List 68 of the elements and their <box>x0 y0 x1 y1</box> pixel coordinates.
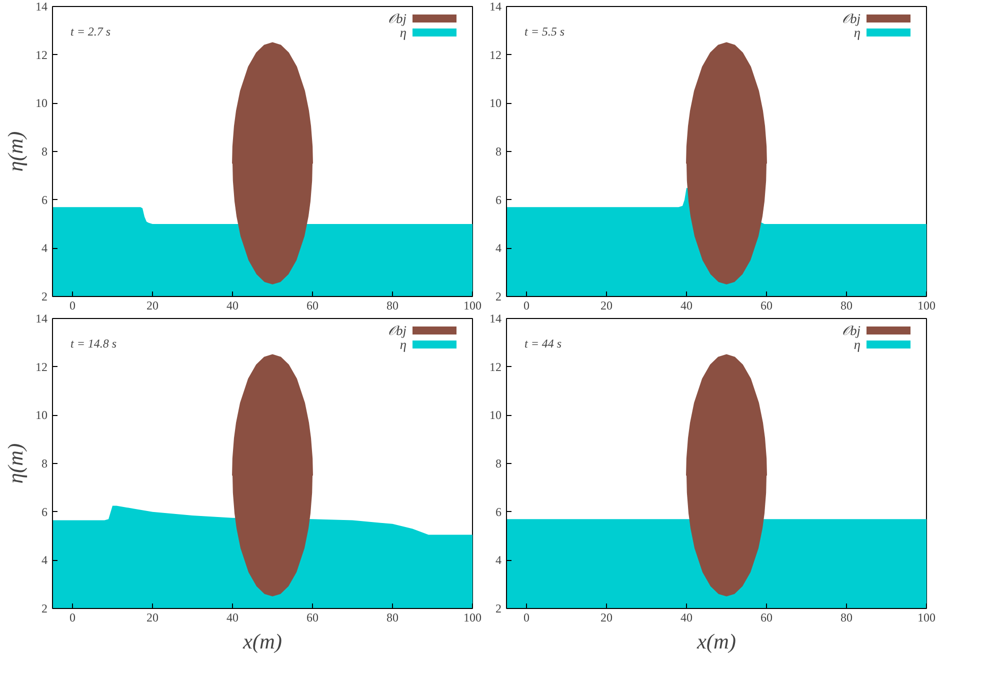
x-axis-title: x(m) <box>696 630 736 654</box>
legend-label: η <box>854 337 861 352</box>
y-tick-label: 4 <box>496 241 502 256</box>
y-tick-label: 8 <box>42 456 48 470</box>
x-tick-label: 60 <box>760 610 772 624</box>
y-tick-label: 2 <box>496 602 502 616</box>
annotation: t = 2.7 s <box>70 24 111 38</box>
x-tick-label: 80 <box>386 610 398 624</box>
legend-label: η <box>400 25 407 40</box>
y-axis-title: η(m) <box>4 443 28 484</box>
legend-label: 𝒪bj <box>842 323 861 338</box>
x-tick-label: 100 <box>918 610 936 624</box>
y-tick-label: 12 <box>490 360 502 374</box>
legend-label: 𝒪bj <box>388 11 407 26</box>
y-tick-label: 14 <box>490 0 502 14</box>
x-tick-label: 60 <box>306 610 318 624</box>
y-tick-label: 4 <box>496 553 502 568</box>
x-tick-label: 80 <box>840 610 852 624</box>
y-tick-label: 10 <box>36 408 48 422</box>
x-tick-label: 60 <box>760 298 772 312</box>
legend-label: η <box>400 337 407 352</box>
x-tick-label: 40 <box>680 610 692 624</box>
x-tick-label: 40 <box>680 298 692 312</box>
x-tick-label: 0 <box>70 610 76 624</box>
x-tick-label: 20 <box>600 298 612 312</box>
y-tick-label: 4 <box>42 553 48 568</box>
x-tick-label: 100 <box>464 610 482 624</box>
y-tick-label: 8 <box>496 144 502 158</box>
x-tick-label: 60 <box>306 298 318 312</box>
y-tick-label: 10 <box>490 96 502 110</box>
y-tick-label: 4 <box>42 241 48 256</box>
x-tick-label: 100 <box>464 298 482 312</box>
x-tick-label: 40 <box>226 298 238 312</box>
y-tick-label: 2 <box>496 290 502 304</box>
x-tick-label: 80 <box>840 298 852 312</box>
y-tick-label: 14 <box>36 0 48 14</box>
y-tick-label: 14 <box>490 312 502 326</box>
x-tick-label: 100 <box>918 298 936 312</box>
x-tick-label: 80 <box>386 298 398 312</box>
y-tick-label: 12 <box>36 360 48 374</box>
y-tick-label: 12 <box>490 48 502 62</box>
annotation: t = 5.5 s <box>524 24 565 38</box>
annotation: t = 44 s <box>524 336 562 350</box>
x-tick-label: 0 <box>524 610 530 624</box>
y-axis-title: η(m) <box>4 131 28 172</box>
x-tick-label: 0 <box>524 298 530 312</box>
legend-label: η <box>854 25 861 40</box>
y-tick-label: 8 <box>42 144 48 158</box>
x-tick-label: 20 <box>600 610 612 624</box>
y-tick-label: 6 <box>496 504 502 519</box>
y-tick-label: 10 <box>490 408 502 422</box>
x-tick-label: 20 <box>146 610 158 624</box>
x-tick-label: 40 <box>226 610 238 624</box>
x-tick-label: 20 <box>146 298 158 312</box>
y-tick-label: 12 <box>36 48 48 62</box>
y-tick-label: 8 <box>496 456 502 470</box>
x-axis-title: x(m) <box>242 630 282 654</box>
y-tick-label: 6 <box>42 504 48 519</box>
annotation: t = 14.8 s <box>70 336 117 350</box>
y-tick-label: 6 <box>496 192 502 207</box>
y-tick-label: 14 <box>36 312 48 326</box>
y-tick-label: 6 <box>42 192 48 207</box>
x-tick-label: 0 <box>70 298 76 312</box>
legend-label: 𝒪bj <box>842 11 861 26</box>
legend-label: 𝒪bj <box>388 323 407 338</box>
y-tick-label: 2 <box>42 290 48 304</box>
y-tick-label: 10 <box>36 96 48 110</box>
y-tick-label: 2 <box>42 602 48 616</box>
